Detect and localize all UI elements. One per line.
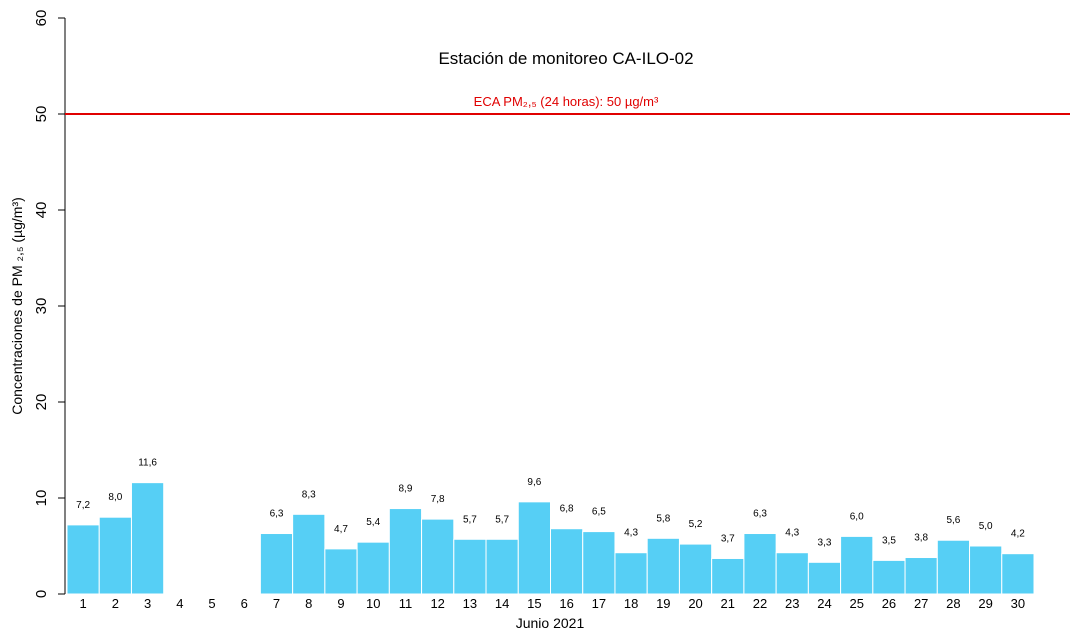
y-axis-label: Concentraciones de PM ₂,₅ (µg/m³) [9, 197, 25, 415]
bar [356, 541, 390, 595]
reference-label: ECA PM₂,₅ (24 horas): 50 µg/m³ [474, 94, 659, 109]
bar [582, 531, 616, 595]
bar [807, 561, 842, 595]
x-tick-label: 30 [1011, 596, 1025, 611]
bar [421, 518, 455, 595]
bar [646, 537, 680, 595]
x-tick-label: 12 [430, 596, 444, 611]
value-label: 5,7 [495, 514, 509, 525]
x-tick-label: 17 [592, 596, 606, 611]
x-tick-label: 26 [882, 596, 896, 611]
bar [66, 524, 100, 595]
value-label: 4,2 [1011, 529, 1025, 540]
bar [614, 552, 648, 595]
bar [517, 501, 551, 595]
bar [98, 516, 132, 595]
value-label: 4,7 [334, 524, 348, 535]
bar [904, 557, 938, 595]
x-tick-label: 3 [144, 596, 151, 611]
value-label: 3,7 [721, 533, 735, 544]
y-tick-label: 10 [33, 490, 50, 507]
bar [711, 557, 745, 595]
value-label: 4,3 [624, 528, 638, 539]
y-tick-label: 30 [33, 298, 50, 315]
bar [259, 533, 294, 595]
y-tick-label: 60 [33, 10, 50, 27]
bar [453, 538, 487, 595]
bar [872, 559, 906, 595]
x-tick-label: 25 [849, 596, 863, 611]
x-tick-label: 20 [688, 596, 702, 611]
bar [969, 545, 1003, 595]
x-tick-label: 27 [914, 596, 928, 611]
x-tick-label: 18 [624, 596, 638, 611]
x-tick-label: 16 [559, 596, 573, 611]
x-tick-label: 29 [978, 596, 992, 611]
x-tick-label: 15 [527, 596, 541, 611]
x-tick-label: 22 [753, 596, 767, 611]
x-tick-label: 13 [463, 596, 477, 611]
x-tick-label: 23 [785, 596, 799, 611]
bar [840, 535, 874, 595]
value-label: 5,8 [656, 513, 670, 524]
value-label: 6,5 [592, 507, 606, 518]
x-tick-label: 21 [721, 596, 735, 611]
value-label: 3,8 [914, 533, 928, 544]
x-tick-label: 7 [273, 596, 280, 611]
x-tick-label: 5 [208, 596, 215, 611]
value-label: 5,2 [689, 519, 703, 530]
chart-title: Estación de monitoreo CA-ILO-02 [438, 49, 693, 68]
value-label: 5,0 [979, 521, 993, 532]
value-label: 9,6 [527, 477, 541, 488]
x-tick-label: 1 [79, 596, 86, 611]
value-label: 4,3 [785, 528, 799, 539]
value-label: 6,8 [560, 504, 574, 515]
bar [550, 528, 584, 595]
value-label: 6,3 [753, 509, 767, 520]
value-label: 5,4 [366, 517, 380, 528]
value-label: 8,0 [108, 492, 122, 503]
y-tick-label: 0 [33, 590, 50, 598]
bar [1001, 553, 1035, 595]
x-tick-label: 28 [946, 596, 960, 611]
bar [743, 533, 777, 595]
value-label: 5,6 [946, 515, 960, 526]
y-tick-label: 20 [33, 394, 50, 411]
value-label: 8,9 [398, 484, 412, 495]
x-tick-label: 14 [495, 596, 509, 611]
x-tick-label: 24 [817, 596, 831, 611]
value-label: 7,8 [431, 494, 445, 505]
bar [388, 508, 423, 595]
bar [485, 538, 519, 595]
value-label: 3,5 [882, 535, 896, 546]
value-label: 5,7 [463, 514, 477, 525]
y-tick-label: 40 [33, 202, 50, 219]
bar [292, 513, 326, 595]
x-tick-label: 19 [656, 596, 670, 611]
bar [775, 552, 809, 595]
bar [936, 539, 971, 595]
bar [678, 543, 713, 595]
value-label: 7,2 [76, 500, 90, 511]
y-tick-label: 50 [33, 106, 50, 123]
x-tick-label: 2 [112, 596, 119, 611]
value-label: 6,0 [850, 511, 864, 522]
value-label: 11,6 [138, 458, 157, 469]
value-label: 8,3 [302, 489, 316, 500]
x-axis-label: Junio 2021 [516, 615, 585, 631]
bar [130, 482, 165, 595]
x-tick-label: 8 [305, 596, 312, 611]
bar [324, 548, 358, 595]
x-tick-label: 11 [399, 596, 413, 611]
x-tick-label: 4 [176, 596, 183, 611]
value-label: 3,3 [818, 537, 832, 548]
x-tick-label: 10 [366, 596, 380, 611]
value-label: 6,3 [270, 509, 284, 520]
x-tick-label: 6 [241, 596, 248, 611]
x-tick-label: 9 [337, 596, 344, 611]
